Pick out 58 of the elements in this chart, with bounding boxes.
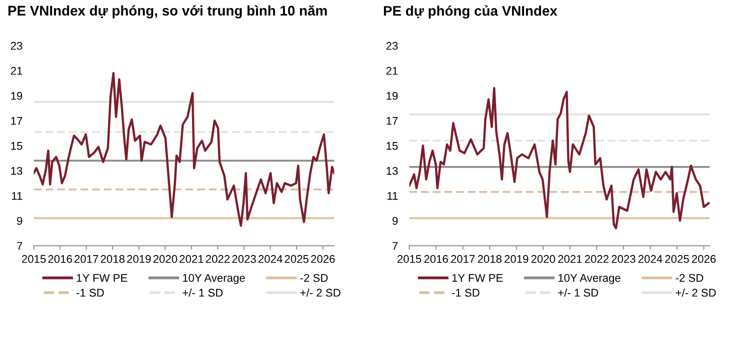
x-tick-label: 2022 xyxy=(206,255,230,263)
chart-title: PE dự phóng của VNIndex xyxy=(384,5,558,19)
y-tick-label: 15 xyxy=(386,142,398,150)
legend-label: 10Y Average xyxy=(558,274,620,284)
y-tick-label: 11 xyxy=(387,192,398,200)
y-tick-label: 15 xyxy=(11,142,22,150)
y-tick-label: 23 xyxy=(386,42,398,50)
x-tick-label: 2022 xyxy=(584,255,609,263)
legend-label: +/- 2 SD xyxy=(676,288,716,297)
y-tick-label: 19 xyxy=(386,92,398,100)
line-series xyxy=(409,87,710,230)
legend-label: -2 SD xyxy=(300,274,328,282)
y-tick-label: 17 xyxy=(11,117,22,125)
legend-label: -1 SD xyxy=(76,288,104,297)
x-tick-label: 2024 xyxy=(638,255,662,263)
y-tick-label: 9 xyxy=(17,216,22,225)
x-tick-label: 2023 xyxy=(612,255,636,263)
legend-label: +/- 1 SD xyxy=(182,288,223,297)
x-tick-label: 2025 xyxy=(665,255,689,263)
x-tick-label: 2019 xyxy=(504,255,528,263)
y-tick-label: 21 xyxy=(10,66,22,75)
legend-label: 10Y Average xyxy=(182,274,245,284)
x-tick-label: 2016 xyxy=(424,255,448,263)
x-tick-label: 2017 xyxy=(74,255,98,263)
y-tick-label: 17 xyxy=(386,117,398,125)
x-tick-label: 2021 xyxy=(180,255,204,263)
y-tick-label: 19 xyxy=(11,92,22,100)
legend-label: 1Y FW PE xyxy=(76,274,128,282)
x-tick-label: 2024 xyxy=(258,255,282,263)
x-tick-label: 2017 xyxy=(451,255,475,263)
chart-title: PE VNIndex dự phóng, so với trung bình 10 năm xyxy=(8,5,327,18)
legend-label: +/- 1 SD xyxy=(558,288,598,297)
x-tick-label: 2025 xyxy=(284,255,309,263)
y-tick-label: 7 xyxy=(17,242,22,250)
x-tick-label: 2015 xyxy=(22,255,46,263)
x-tick-label: 2020 xyxy=(531,255,556,263)
x-tick-label: 2020 xyxy=(153,255,178,263)
y-tick-label: 13 xyxy=(11,166,22,175)
x-tick-label: 2019 xyxy=(127,255,151,263)
y-tick-label: 9 xyxy=(392,216,398,225)
line-series xyxy=(34,72,334,227)
y-tick-label: 13 xyxy=(386,166,398,175)
y-tick-label: 21 xyxy=(386,66,398,75)
legend-label: +/- 2 SD xyxy=(300,288,340,297)
y-tick-label: 7 xyxy=(392,242,398,250)
x-tick-label: 2018 xyxy=(478,255,502,263)
legend-label: -1 SD xyxy=(452,288,480,297)
x-tick-label: 2026 xyxy=(692,255,716,263)
x-tick-label: 2023 xyxy=(232,255,256,263)
x-tick-label: 2015 xyxy=(397,255,422,263)
y-tick-label: 11 xyxy=(12,192,22,200)
x-tick-label: 2026 xyxy=(311,255,335,263)
y-tick-label: 23 xyxy=(10,42,22,50)
legend-label: 1Y FW PE xyxy=(452,274,503,282)
x-tick-label: 2021 xyxy=(558,255,582,263)
x-tick-label: 2018 xyxy=(100,255,125,263)
legend-label: -2 SD xyxy=(676,274,704,282)
x-tick-label: 2016 xyxy=(48,255,72,263)
